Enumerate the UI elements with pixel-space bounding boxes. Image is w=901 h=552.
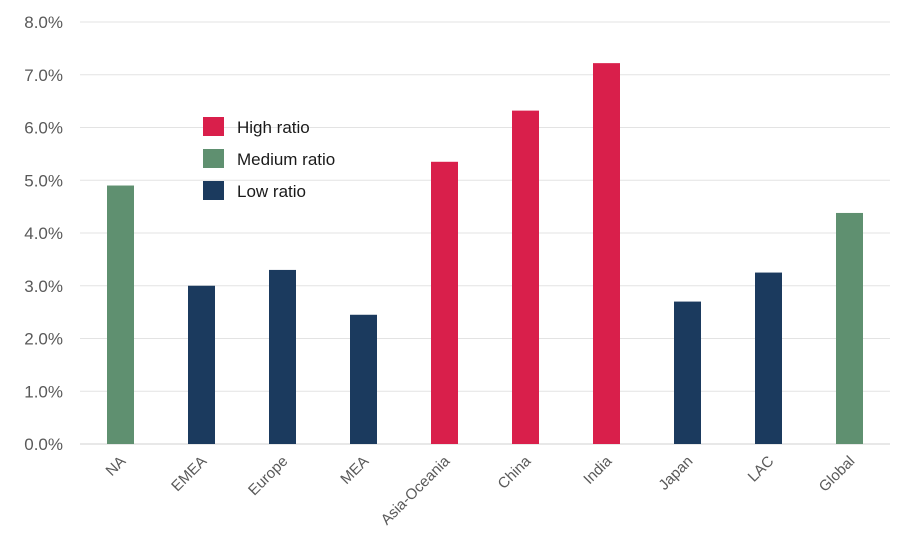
bar-india (593, 63, 620, 445)
x-category-label: NA (103, 453, 130, 480)
bar-na (107, 185, 134, 444)
bar-europe (269, 269, 296, 444)
bar-japan (674, 301, 701, 444)
legend-label-high: High ratio (237, 118, 310, 137)
y-tick-label: 1.0% (24, 382, 63, 401)
x-axis-category-labels: NA EMEA Europe MEA Asia-Oceania China India Jap… (103, 452, 859, 528)
legend-swatch-medium (203, 149, 224, 168)
bars (107, 63, 863, 445)
legend: High ratio Medium ratio Low ratio (203, 117, 335, 201)
bar-china (512, 110, 539, 445)
x-category-label: Global (816, 453, 859, 496)
bar-global (836, 212, 863, 444)
x-category-label: EMEA (168, 453, 210, 495)
y-tick-label: 3.0% (24, 277, 63, 296)
y-axis-tick-labels: 0.0% 1.0% 2.0% 3.0% 4.0% 5.0% 6.0% 7.0% 8.0% (24, 13, 63, 454)
y-tick-label: 6.0% (24, 119, 63, 138)
bar-emea (188, 285, 215, 444)
x-category-label: LAC (745, 453, 778, 486)
legend-label-low: Low ratio (237, 182, 306, 201)
x-category-label: Asia-Oceania (378, 452, 454, 528)
y-tick-label: 5.0% (24, 171, 63, 190)
legend-swatch-low (203, 181, 224, 200)
x-category-label: Japan (655, 453, 696, 494)
y-tick-label: 7.0% (24, 66, 63, 85)
y-tick-label: 8.0% (24, 13, 63, 32)
y-tick-label: 0.0% (24, 435, 63, 454)
y-tick-label: 4.0% (24, 224, 63, 243)
x-category-label: India (580, 452, 615, 487)
x-category-label: Europe (245, 453, 291, 499)
legend-swatch-high (203, 117, 224, 136)
x-category-label: MEA (337, 453, 372, 488)
x-category-label: China (495, 452, 535, 492)
bar-asia-oceania (431, 161, 458, 444)
legend-label-medium: Medium ratio (237, 150, 335, 169)
y-tick-label: 2.0% (24, 330, 63, 349)
bar-lac (755, 272, 782, 444)
bar-mea (350, 314, 377, 444)
